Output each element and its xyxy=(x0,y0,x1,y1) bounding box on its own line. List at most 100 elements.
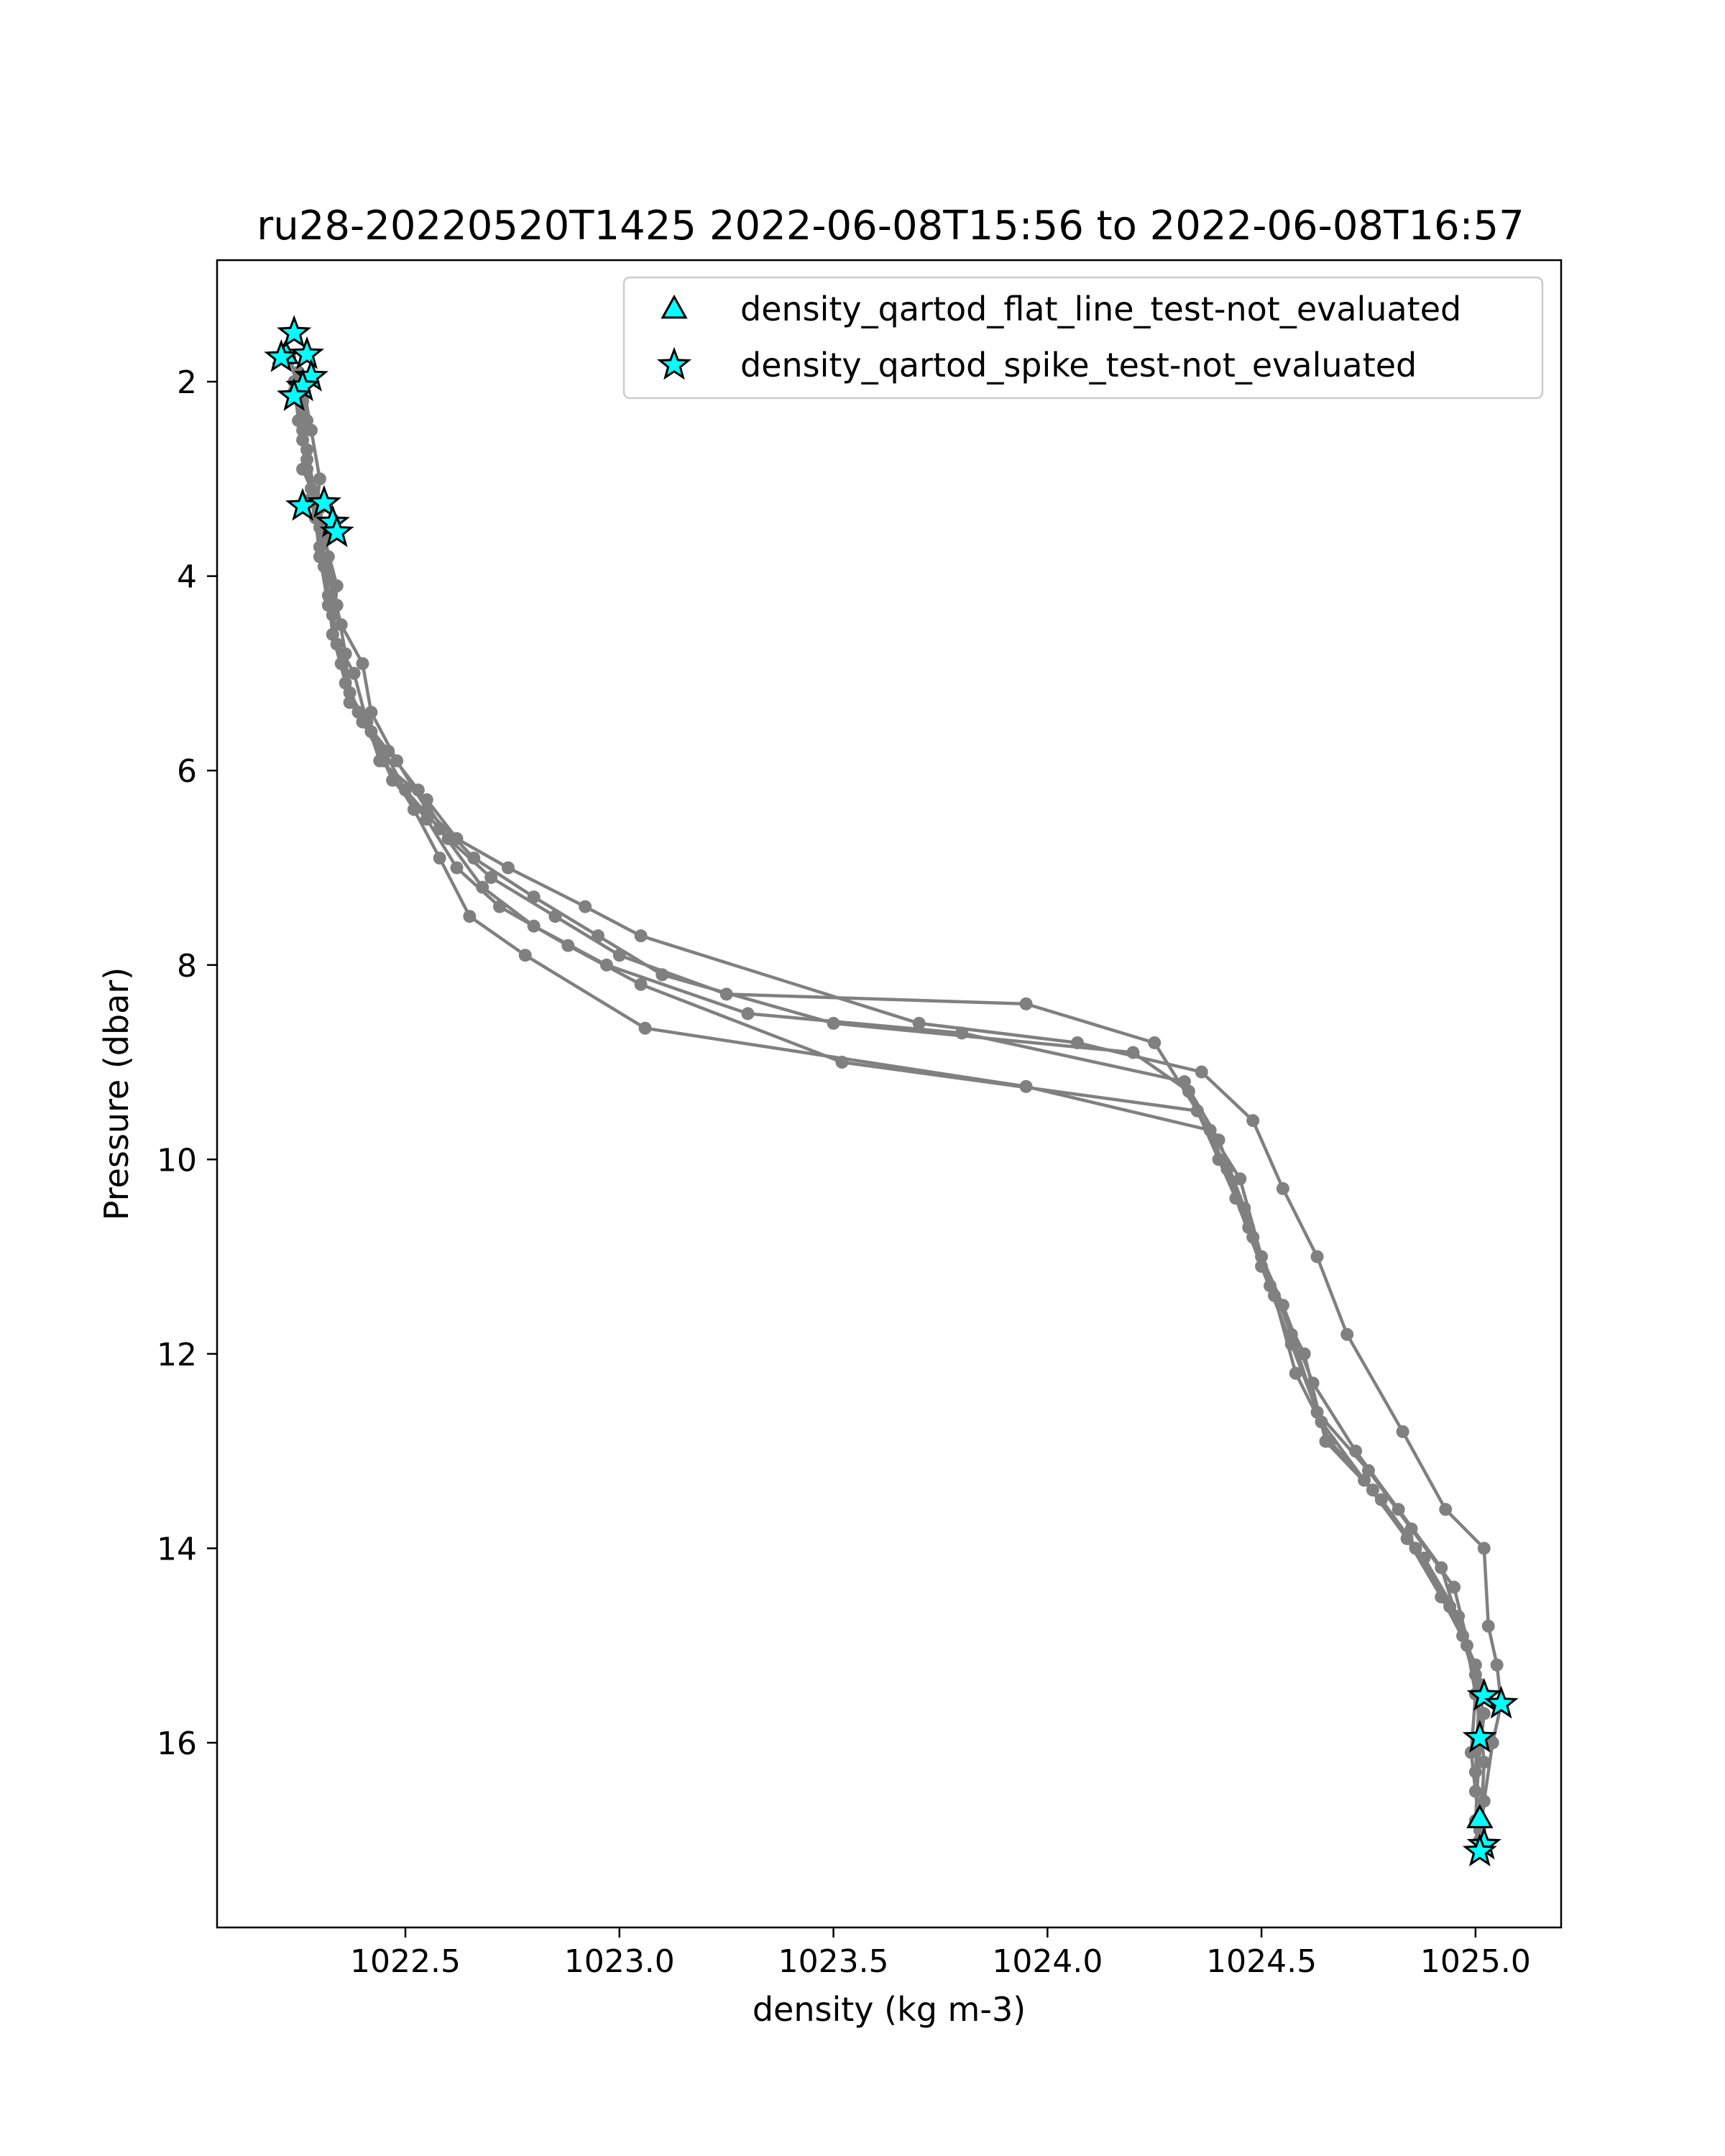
profile-point xyxy=(1190,1104,1204,1118)
profile-point xyxy=(1392,1503,1405,1516)
x-tick-label: 1023.5 xyxy=(778,1943,889,1980)
profile-point xyxy=(1477,1707,1491,1720)
profile-point xyxy=(1486,1736,1499,1749)
profile-point xyxy=(334,618,348,632)
profile-point xyxy=(407,803,420,816)
profile-point xyxy=(326,627,339,641)
profile-point xyxy=(634,929,648,943)
profile-point xyxy=(1396,1425,1409,1439)
profile-point xyxy=(1481,1619,1495,1633)
spike-flag-marker xyxy=(1462,1833,1497,1866)
profile-point xyxy=(912,1016,926,1030)
profile-point xyxy=(592,929,605,943)
legend-label: density_qartod_spike_test-not_evaluated xyxy=(740,346,1417,384)
y-tick-label: 14 xyxy=(157,1531,197,1567)
y-tick-label: 12 xyxy=(157,1337,197,1373)
legend-triangle-icon xyxy=(661,294,688,319)
profile-point xyxy=(450,861,464,875)
profile-point xyxy=(501,861,515,875)
x-axis: 1022.5 1023.0 1023.5 1024.0 1024.5 1025.0 xyxy=(350,1927,1531,1980)
profile-point xyxy=(420,812,433,826)
profile-point xyxy=(1460,1639,1473,1652)
profile-point xyxy=(433,851,446,865)
x-tick-label: 1022.5 xyxy=(350,1943,461,1980)
profile-point xyxy=(1477,1542,1491,1555)
x-tick-label: 1024.5 xyxy=(1206,1943,1317,1980)
y-tick-label: 16 xyxy=(157,1726,197,1762)
profile-point xyxy=(1246,1114,1260,1128)
profile-point xyxy=(1340,1327,1354,1341)
axes-frame xyxy=(216,259,1563,1929)
plot-area xyxy=(264,315,1519,1866)
profile-point xyxy=(1019,997,1033,1010)
profile-point xyxy=(390,754,404,768)
profile-point xyxy=(356,657,369,671)
profile-point xyxy=(1349,1445,1363,1458)
profile-point xyxy=(476,880,489,894)
profile-point xyxy=(1477,1756,1491,1769)
profile-point xyxy=(467,851,481,865)
profile-point xyxy=(493,900,507,913)
profile-point xyxy=(1276,1181,1289,1195)
x-axis-label: density (kg m-3) xyxy=(753,1990,1026,2029)
profile-point xyxy=(1284,1337,1298,1351)
spike-flag-marker xyxy=(319,514,354,548)
y-tick-label: 10 xyxy=(157,1142,197,1179)
profile-point xyxy=(1126,1046,1140,1059)
profile-point xyxy=(1358,1473,1371,1487)
profile-point xyxy=(1289,1366,1302,1380)
profile-point xyxy=(364,706,378,719)
chart-title: ru28-20220520T1425 2022-06-08T15:56 to 2… xyxy=(257,203,1524,249)
y-tick-label: 8 xyxy=(177,948,197,985)
profile-point xyxy=(1233,1172,1247,1186)
profile-point xyxy=(1439,1503,1453,1516)
spike-flag-marker xyxy=(1462,1719,1497,1753)
profile-point xyxy=(356,715,369,729)
profile-point xyxy=(1400,1531,1414,1545)
profile-point xyxy=(484,871,498,885)
spike-flag-marker xyxy=(1484,1685,1519,1719)
spike-flag-marker xyxy=(290,336,325,369)
y-axis-label: Pressure (dbar) xyxy=(97,967,136,1220)
profile-point xyxy=(313,472,326,486)
profile-point xyxy=(1297,1347,1311,1360)
profile-point xyxy=(1435,1561,1448,1575)
x-tick-label: 1023.0 xyxy=(564,1943,675,1980)
profile-point xyxy=(463,910,477,923)
profile-point xyxy=(1310,1250,1324,1263)
profile-point xyxy=(1435,1590,1448,1604)
spike-flag-marker xyxy=(264,339,299,372)
profile-point xyxy=(579,900,592,913)
profile-point xyxy=(1255,1260,1269,1273)
profile-point xyxy=(561,939,575,952)
profile-point xyxy=(1203,1123,1217,1137)
profile-point xyxy=(1464,1746,1478,1759)
spike-flag-marker xyxy=(277,315,312,348)
spike-flag-marker xyxy=(1466,1677,1501,1711)
profile-point xyxy=(1195,1065,1208,1079)
y-tick-label: 6 xyxy=(177,753,197,790)
y-axis: 2 4 6 8 10 12 14 16 xyxy=(157,364,217,1762)
x-tick-label: 1025.0 xyxy=(1420,1943,1531,1980)
profile-point xyxy=(741,1007,755,1021)
y-tick-label: 4 xyxy=(177,559,197,596)
spike-flag-marker xyxy=(306,484,341,518)
profile-point xyxy=(1468,1765,1482,1779)
profile-point xyxy=(1177,1075,1191,1089)
profile-point xyxy=(656,968,669,982)
spike-flag-marker xyxy=(277,378,312,411)
profile-point xyxy=(321,589,335,602)
legend-box xyxy=(622,276,1544,400)
profile-point xyxy=(1229,1192,1243,1205)
profile-point xyxy=(313,540,326,554)
profile-point xyxy=(1448,1580,1461,1594)
legend-star-icon xyxy=(656,346,692,380)
profile-point xyxy=(955,1026,969,1040)
profile-point xyxy=(1019,1079,1033,1093)
profile-point xyxy=(1315,1415,1328,1429)
profile-point xyxy=(1490,1658,1504,1672)
profile-line xyxy=(292,381,1482,1830)
profile-point xyxy=(377,754,391,768)
profile-point xyxy=(518,949,532,962)
